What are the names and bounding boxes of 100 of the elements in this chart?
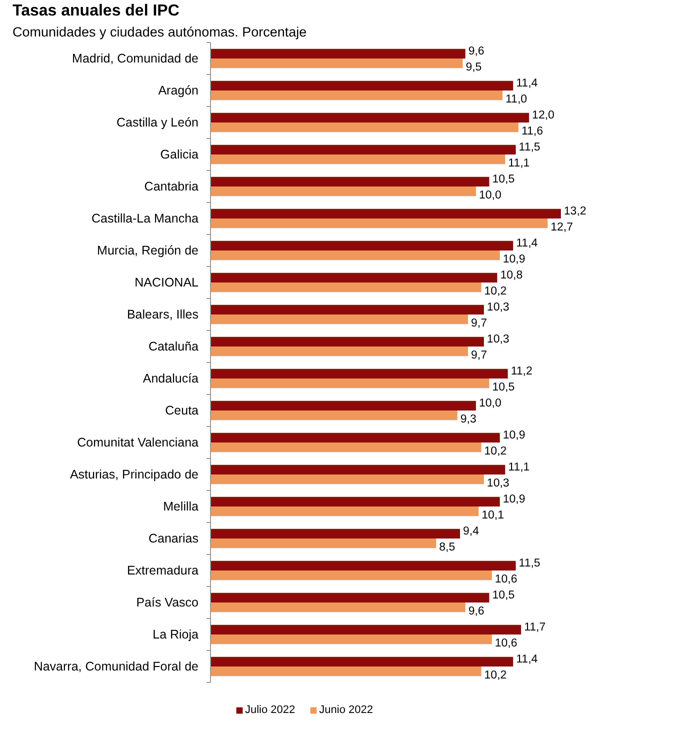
- data-label: 10,6: [494, 637, 518, 650]
- y-tick-label: Madrid, Comunidad de: [72, 52, 199, 66]
- bar: [210, 410, 458, 420]
- y-tick-label: La Rioja: [152, 628, 199, 642]
- bar: [210, 48, 466, 58]
- data-label: 9,7: [471, 317, 487, 330]
- chart-title: Tasas anuales del IPC: [12, 2, 180, 20]
- y-tick-label: Castilla y León: [116, 116, 199, 130]
- bar: [210, 336, 484, 346]
- legend-label: Julio 2022: [245, 704, 296, 716]
- data-label: 11,4: [516, 654, 538, 666]
- y-tick-label: Navarra, Comunidad Foral de: [34, 660, 199, 674]
- bar: [210, 368, 508, 378]
- data-label: 11,0: [506, 93, 528, 106]
- data-label: 10,3: [486, 302, 510, 314]
- data-label: 10,5: [492, 590, 515, 602]
- data-label: 10,0: [478, 189, 502, 202]
- y-tick-label: Extremadura: [126, 564, 199, 578]
- data-label: 8,5: [439, 541, 456, 554]
- bar: [210, 314, 468, 324]
- y-tick-label: NACIONAL: [134, 276, 199, 290]
- bar: [210, 304, 484, 314]
- data-label: 11,1: [508, 157, 530, 170]
- data-label: 9,6: [468, 46, 484, 58]
- bar: [210, 154, 506, 164]
- data-label: 10,2: [484, 285, 507, 298]
- data-label: 10,5: [492, 381, 515, 394]
- bar: [210, 570, 492, 580]
- bar: [210, 346, 468, 356]
- y-tick-label: Canarias: [148, 532, 199, 546]
- data-label: 11,7: [524, 622, 546, 634]
- bar: [210, 634, 492, 644]
- bar: [210, 122, 518, 132]
- y-tick-label: Castilla-La Mancha: [92, 212, 199, 226]
- legend-label: Junio 2022: [319, 704, 373, 716]
- data-label: 10,3: [486, 334, 510, 346]
- data-label: 11,5: [518, 142, 540, 154]
- data-label: 9,6: [468, 605, 484, 618]
- bar: [210, 90, 503, 100]
- bar: [210, 144, 516, 154]
- bar: [210, 112, 530, 122]
- data-label: 11,4: [516, 238, 538, 250]
- data-label: 9,5: [466, 61, 482, 74]
- data-label: 9,4: [463, 526, 480, 538]
- bar: [210, 592, 490, 602]
- y-tick-label: Balears, Illes: [126, 308, 199, 322]
- bar: [210, 464, 506, 474]
- data-label: 12,0: [532, 110, 554, 122]
- bar: [210, 602, 466, 612]
- data-label: 11,4: [516, 78, 538, 90]
- bar: [210, 80, 514, 90]
- bar: [210, 474, 484, 484]
- bar: [210, 432, 500, 442]
- bar: [210, 506, 479, 516]
- data-label: 10,3: [486, 477, 510, 490]
- bar: [210, 218, 548, 228]
- bar: [210, 624, 522, 634]
- data-label: 10,9: [502, 430, 526, 442]
- data-label: 10,0: [478, 398, 502, 410]
- data-label: 10,8: [500, 270, 523, 282]
- bar: [210, 528, 460, 538]
- y-tick-label: Galicia: [160, 148, 199, 162]
- bar: [210, 378, 490, 388]
- bar: [210, 208, 561, 218]
- data-label: 9,7: [471, 349, 487, 362]
- bar: [210, 442, 482, 452]
- data-label: 11,2: [510, 366, 532, 378]
- bar: [210, 496, 500, 506]
- data-label: 11,6: [521, 125, 543, 138]
- y-tick-label: Cantabria: [144, 180, 199, 194]
- y-tick-label: Melilla: [163, 500, 199, 514]
- y-tick-label: Ceuta: [165, 404, 199, 418]
- bar: [210, 240, 514, 250]
- y-tick-label: Aragón: [158, 84, 199, 98]
- data-label: 10,5: [492, 174, 515, 186]
- bar: [210, 282, 482, 292]
- bar: [210, 250, 500, 260]
- data-label: 10,2: [484, 445, 507, 458]
- y-tick-label: Andalucía: [142, 372, 199, 386]
- bar: [210, 400, 476, 410]
- data-label: 10,9: [502, 253, 526, 266]
- data-label: 12,7: [550, 221, 574, 234]
- data-label: 10,9: [502, 494, 526, 506]
- bar: [210, 186, 476, 196]
- y-tick-label: País Vasco: [136, 596, 199, 610]
- data-label: 10,2: [484, 669, 507, 682]
- bar: [210, 538, 436, 548]
- bar: [210, 58, 463, 68]
- data-label: 13,2: [564, 206, 586, 218]
- data-label: 10,1: [482, 509, 504, 522]
- data-label: 11,1: [508, 462, 530, 474]
- y-tick-label: Murcia, Región de: [97, 244, 199, 258]
- y-tick-label: Asturias, Principado de: [70, 468, 199, 482]
- data-label: 9,3: [460, 413, 476, 426]
- y-tick-label: Comunitat Valenciana: [77, 436, 199, 450]
- bar: [210, 666, 482, 676]
- bar: [210, 272, 498, 282]
- chart-subtitle: Comunidades y ciudades autónomas. Porcentaje: [12, 24, 307, 40]
- y-tick-label: Cataluña: [148, 340, 199, 354]
- bar: [210, 176, 490, 186]
